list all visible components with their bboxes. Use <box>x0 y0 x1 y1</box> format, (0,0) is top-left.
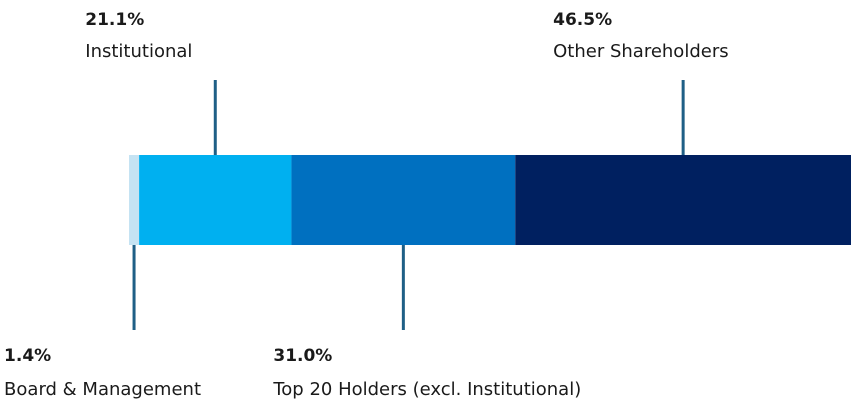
value-label: 31.0% <box>273 346 332 366</box>
value-label: 21.1% <box>85 10 144 30</box>
bar-segment <box>129 155 140 245</box>
bar-segment <box>139 155 292 245</box>
series-name: Board & Management <box>4 379 201 400</box>
series-name: Top 20 Holders (excl. Institutional) <box>272 379 581 400</box>
value-label: 46.5% <box>553 10 612 30</box>
series-name: Other Shareholders <box>553 41 728 62</box>
value-label: 1.4% <box>4 346 51 366</box>
series-name: Institutional <box>85 41 192 62</box>
bar-segment <box>515 155 851 245</box>
bar-segment <box>291 155 516 245</box>
